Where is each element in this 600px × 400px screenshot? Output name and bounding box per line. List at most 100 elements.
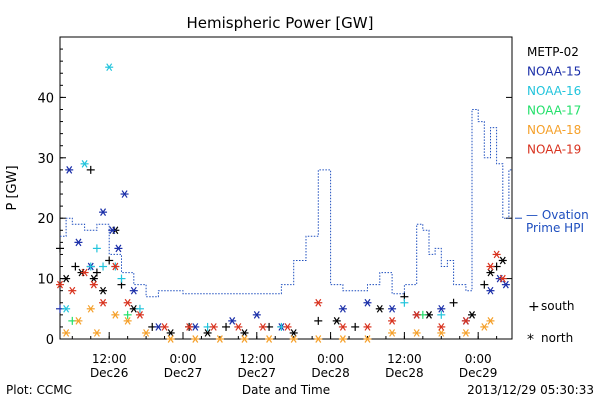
data-point-noaa-16 [62, 304, 71, 313]
y-tick-label: 10 [37, 273, 54, 288]
data-point-noaa-19 [486, 262, 495, 271]
data-point-noaa-18 [123, 317, 132, 325]
data-point-noaa-16 [92, 244, 101, 253]
data-point-noaa-15 [437, 304, 446, 313]
data-point-noaa-19 [314, 298, 323, 307]
data-point-noaa-19 [498, 274, 507, 283]
data-point-noaa-18 [86, 304, 95, 313]
data-point-noaa-18 [338, 335, 347, 343]
data-point-noaa-18 [215, 335, 224, 343]
y-tick-label: 0 [46, 333, 54, 348]
data-point-noaa-19 [338, 323, 347, 331]
data-point-noaa-19 [99, 298, 108, 307]
data-point-noaa-15 [129, 286, 138, 295]
data-point-noaa-15 [252, 310, 261, 319]
data-point-metp-02 [332, 317, 341, 325]
data-point-noaa-18 [92, 329, 101, 337]
data-point-metp-02 [203, 329, 212, 337]
data-point-noaa-18 [412, 329, 421, 337]
x-tick-date: Dec28 [385, 366, 424, 380]
data-point-metp-02 [375, 304, 384, 313]
data-point-noaa-19 [461, 317, 470, 325]
data-point-noaa-15 [120, 190, 129, 198]
data-point-noaa-19 [283, 323, 292, 331]
data-point-noaa-19 [89, 280, 98, 289]
data-point-noaa-16 [117, 274, 126, 283]
chart-title: Hemispheric Power [GW] [187, 14, 374, 32]
data-point-noaa-15 [501, 280, 510, 289]
data-point-noaa-15 [338, 304, 347, 313]
data-point-noaa-16 [86, 262, 95, 271]
data-point-noaa-18 [388, 329, 397, 337]
data-point-metp-02 [71, 262, 80, 271]
data-point-noaa-18 [111, 310, 120, 319]
legend-item-noaa-18: NOAA-18 [527, 123, 581, 137]
data-point-noaa-16 [400, 298, 409, 307]
data-point-noaa-18 [289, 335, 298, 343]
data-point-metp-02 [222, 322, 231, 331]
data-point-noaa-18 [265, 335, 274, 343]
data-point-noaa-19 [209, 323, 218, 331]
x-tick-date: Dec29 [459, 366, 498, 380]
legend-item-noaa-15: NOAA-15 [527, 65, 581, 79]
x-tick-date: Dec26 [90, 366, 129, 380]
data-point-noaa-16 [437, 310, 446, 319]
data-point-noaa-19 [80, 268, 89, 277]
data-point-noaa-18 [486, 317, 495, 325]
data-point-noaa-15 [74, 238, 83, 247]
marker-legend-north-symbol: * [527, 332, 534, 348]
data-point-noaa-18 [62, 329, 71, 337]
data-point-noaa-19 [234, 323, 243, 331]
x-tick-label: 12:00 [92, 352, 127, 366]
ovation-hpi-series [60, 109, 522, 298]
data-point-noaa-19 [160, 323, 169, 331]
data-point-noaa-18 [240, 335, 249, 343]
data-point-noaa-19 [68, 286, 77, 295]
data-point-noaa-18 [74, 317, 83, 325]
data-point-noaa-15 [388, 304, 397, 313]
marker-legend-north-label: north [541, 331, 573, 345]
y-axis: 0 10 20 30 40 [37, 36, 512, 348]
x-tick-date: Dec28 [311, 366, 350, 380]
data-point-noaa-19 [258, 323, 267, 331]
data-point-noaa-18 [363, 335, 372, 343]
data-point-metp-02 [240, 329, 249, 337]
marker-legend-south-symbol: + [528, 299, 540, 315]
data-point-noaa-17 [123, 310, 132, 319]
data-point-noaa-15 [486, 286, 495, 295]
x-tick-date: Dec27 [164, 366, 203, 380]
data-point-noaa-16 [99, 262, 108, 271]
data-point-metp-02 [449, 298, 458, 307]
data-point-metp-02 [89, 274, 98, 283]
data-point-noaa-15 [363, 298, 372, 307]
data-point-metp-02 [56, 244, 64, 253]
data-point-noaa-18 [191, 335, 200, 343]
x-tick-label: 0:00 [170, 352, 197, 366]
data-point-metp-02 [498, 256, 507, 265]
y-tick-label: 30 [37, 152, 54, 167]
data-point-noaa-18 [437, 329, 446, 337]
data-point-metp-02 [480, 280, 489, 289]
ovation-label-line2: Prime HPI [526, 221, 584, 235]
data-point-noaa-19 [492, 250, 501, 259]
legend-item-noaa-19: NOAA-19 [527, 143, 581, 157]
x-tick-label: 12:00 [387, 352, 422, 366]
data-point-noaa-15 [65, 166, 74, 174]
y-tick-label: 20 [37, 212, 54, 227]
data-point-metp-02 [351, 322, 360, 331]
data-point-noaa-18 [314, 335, 323, 343]
data-point-noaa-19 [135, 310, 144, 319]
data-point-noaa-19 [111, 262, 120, 271]
data-point-noaa-16 [105, 63, 114, 72]
data-point-noaa-15 [228, 317, 237, 325]
x-tick-label: 12:00 [239, 352, 274, 366]
data-point-metp-02 [468, 310, 477, 319]
data-point-noaa-19 [412, 310, 421, 319]
footer-timestamp: 2013/12/29 05:30:33 [467, 383, 594, 397]
data-point-metp-02 [314, 316, 323, 325]
ovation-hpi-line [60, 109, 512, 298]
data-point-noaa-19 [185, 323, 194, 331]
x-axis-label: Date and Time [242, 383, 330, 397]
ovation-label-line1: — Ovation [526, 208, 589, 222]
